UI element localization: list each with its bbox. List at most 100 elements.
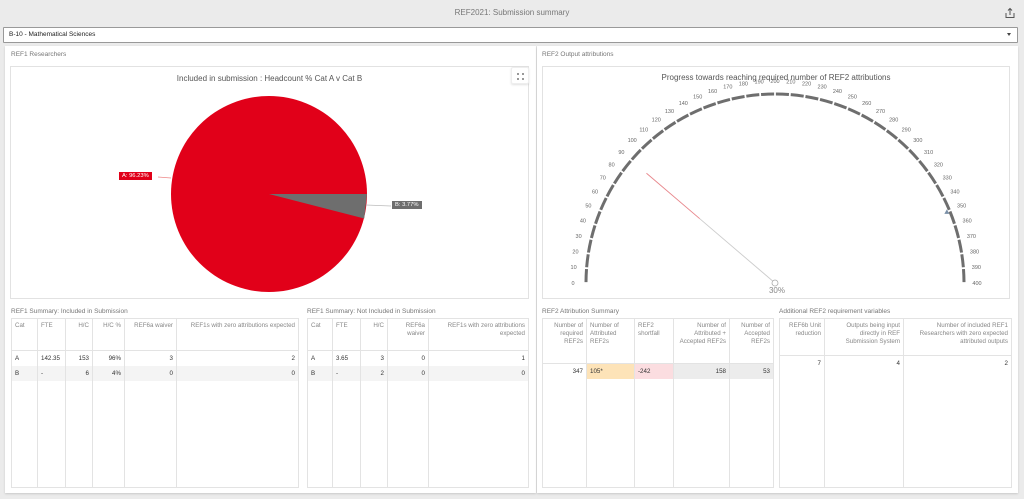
- svg-text:30: 30: [576, 234, 582, 240]
- svg-text:70: 70: [600, 175, 606, 181]
- svg-text:300: 300: [913, 138, 922, 144]
- cell-hc-pct: 4%: [92, 365, 125, 381]
- svg-text:190: 190: [755, 80, 764, 86]
- svg-text:140: 140: [679, 101, 688, 107]
- attribution-summary-table: Number of required REF2s Number of Attri…: [542, 318, 774, 488]
- additional-table-title: Additional REF2 requirement variables: [779, 308, 891, 315]
- col-header: REF1s with zero attributions expected: [176, 318, 299, 351]
- svg-text:320: 320: [934, 162, 943, 168]
- app-title: REF2021: Submission summary: [454, 8, 570, 17]
- panel-title: REF2 Output attributions: [542, 51, 614, 58]
- svg-text:20: 20: [572, 249, 578, 255]
- svg-text:10: 10: [571, 265, 577, 271]
- cell-ref6b-reduction: 7: [779, 355, 825, 371]
- svg-text:40: 40: [580, 219, 586, 225]
- svg-text:370: 370: [967, 234, 976, 240]
- cell-accepted: 53: [729, 363, 774, 379]
- col-header: Number of Attributed + Accepted REF2s: [673, 318, 730, 364]
- cell-ref6a: 0: [387, 350, 429, 366]
- svg-text:380: 380: [970, 249, 979, 255]
- cell-hc-pct: 96%: [92, 350, 125, 366]
- cell-hc: 3: [360, 350, 388, 366]
- svg-text:360: 360: [963, 219, 972, 225]
- svg-text:330: 330: [943, 175, 952, 181]
- cell-cat: A: [11, 350, 38, 366]
- col-header: Cat: [307, 318, 333, 351]
- not-included-table-title: REF1 Summary: Not Included in Submission: [307, 308, 436, 315]
- svg-text:310: 310: [924, 150, 933, 156]
- svg-text:400: 400: [972, 281, 981, 287]
- table-row: B - 6 4% 0 0: [11, 365, 299, 381]
- gauge-title: Progress towards reaching required numbe…: [661, 73, 891, 82]
- col-header: FTE: [37, 318, 66, 351]
- caret-down-icon: [1007, 33, 1011, 36]
- pie-chart-title: Included in submission : Headcount % Cat…: [176, 74, 363, 83]
- svg-text:160: 160: [708, 89, 717, 95]
- ref1-researchers-panel: REF1 Researchers Included in submission …: [5, 46, 536, 493]
- expand-icon[interactable]: [511, 67, 529, 84]
- svg-text:280: 280: [889, 118, 898, 124]
- svg-text:210: 210: [786, 80, 795, 86]
- cell-attributed-accepted: 158: [673, 363, 730, 379]
- additional-variables-table: REF6b Unit reduction Outputs being input…: [779, 318, 1012, 488]
- col-header: Number of Attributed REF2s: [586, 318, 635, 364]
- col-header: REF2 shortfall: [634, 318, 674, 364]
- col-header: Outputs being input directly in REF Subm…: [824, 318, 904, 356]
- cell-ref6a: 0: [387, 365, 429, 381]
- gauge-chart-container: Progress towards reaching required numbe…: [542, 66, 1010, 299]
- col-header: REF6a waiver: [124, 318, 177, 351]
- col-header: H/C %: [92, 318, 125, 351]
- title-bar: REF2021: Submission summary: [0, 0, 1024, 26]
- cell-ref6a: 0: [124, 365, 177, 381]
- col-header: H/C: [65, 318, 93, 351]
- pie-slice-b[interactable]: [269, 194, 367, 219]
- cell-cat: A: [307, 350, 333, 366]
- svg-text:230: 230: [818, 85, 827, 91]
- col-header: REF1s with zero attributions expected: [428, 318, 529, 351]
- cell-cat: B: [307, 365, 333, 381]
- col-header: REF6a waiver: [387, 318, 429, 351]
- svg-text:130: 130: [665, 109, 674, 115]
- pie-label-a: A: 96.23%: [118, 171, 153, 181]
- cell-fte: 142.35: [37, 350, 66, 366]
- included-summary-table: Cat FTE H/C H/C % REF6a waiver REF1s wit…: [11, 318, 299, 488]
- svg-text:340: 340: [950, 189, 959, 195]
- svg-text:270: 270: [876, 109, 885, 115]
- svg-text:180: 180: [739, 81, 748, 87]
- svg-text:50: 50: [585, 204, 591, 210]
- cell-fte: -: [37, 365, 66, 381]
- included-table-title: REF1 Summary: Included in Submission: [11, 308, 128, 315]
- attribution-table-title: REF2 Attribution Summary: [542, 308, 619, 315]
- table-row: 347 105* -242 158 53: [542, 363, 774, 379]
- unit-select-value: B-10 - Mathematical Sciences: [9, 31, 96, 38]
- cell-hc: 6: [65, 365, 93, 381]
- svg-text:170: 170: [723, 85, 732, 91]
- share-export-icon[interactable]: [1004, 7, 1016, 19]
- pie-chart-container: Included in submission : Headcount % Cat…: [10, 66, 529, 299]
- cell-fte: -: [332, 365, 361, 381]
- cell-hc: 2: [360, 365, 388, 381]
- cell-zero-attrib: 0: [428, 365, 529, 381]
- col-header: Number of required REF2s: [542, 318, 587, 364]
- col-header: Number of Accepted REF2s: [729, 318, 774, 364]
- svg-text:260: 260: [862, 101, 871, 107]
- svg-text:60: 60: [592, 189, 598, 195]
- col-header: Number of included REF1 Researchers with…: [903, 318, 1012, 356]
- col-header: FTE: [332, 318, 361, 351]
- cell-outputs-direct: 4: [824, 355, 904, 371]
- svg-text:220: 220: [802, 81, 811, 87]
- svg-text:290: 290: [902, 127, 911, 133]
- table-row: A 142.35 153 96% 3 2: [11, 350, 299, 366]
- svg-text:200: 200: [770, 79, 779, 85]
- svg-text:240: 240: [833, 89, 842, 95]
- cell-cat: B: [11, 365, 38, 381]
- table-row: A 3.65 3 0 1: [307, 350, 529, 366]
- unit-of-assessment-select[interactable]: B-10 - Mathematical Sciences: [3, 27, 1018, 43]
- svg-text:100: 100: [628, 138, 637, 144]
- pie-chart: [157, 96, 392, 292]
- target-marker-icon: [944, 209, 950, 214]
- cell-zero-attrib: 1: [428, 350, 529, 366]
- table-row: B - 2 0 0: [307, 365, 529, 381]
- cell-zero-attrib: 0: [176, 365, 299, 381]
